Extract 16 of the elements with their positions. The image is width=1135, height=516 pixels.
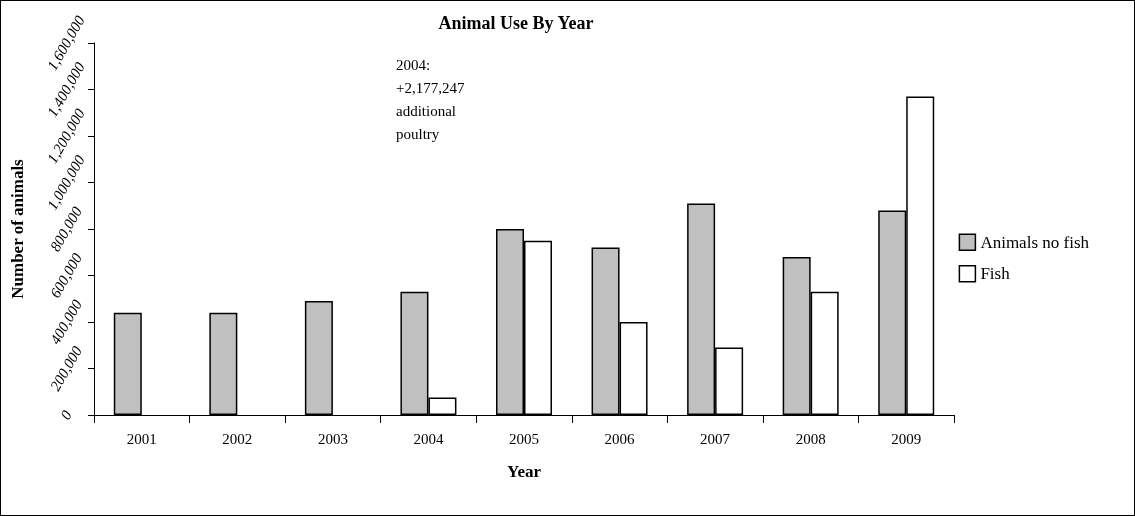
x-tick-label: 2005 (509, 430, 539, 447)
legend-label: Animals no fish (980, 232, 1090, 252)
y-axis-title: Number of animals (8, 158, 27, 299)
x-tick-label: 2004 (413, 430, 444, 447)
annotation: 2004: +2,177,247 additional poultry (396, 56, 465, 142)
x-tick-label: 2002 (222, 430, 253, 447)
x-tick-label: 2008 (795, 430, 826, 447)
y-tick-label: 0 (57, 407, 76, 423)
x-tick-label: 2009 (891, 430, 922, 447)
x-tick-label: 2003 (317, 430, 348, 447)
x-tick-label: 2001 (126, 430, 157, 447)
x-tick-label: 2006 (604, 430, 636, 447)
chart-title: Animal Use By Year (438, 13, 594, 33)
legend-label: Fish (980, 264, 1011, 284)
x-axis-title: Year (507, 462, 542, 481)
x-tick-label: 2007 (700, 430, 731, 447)
